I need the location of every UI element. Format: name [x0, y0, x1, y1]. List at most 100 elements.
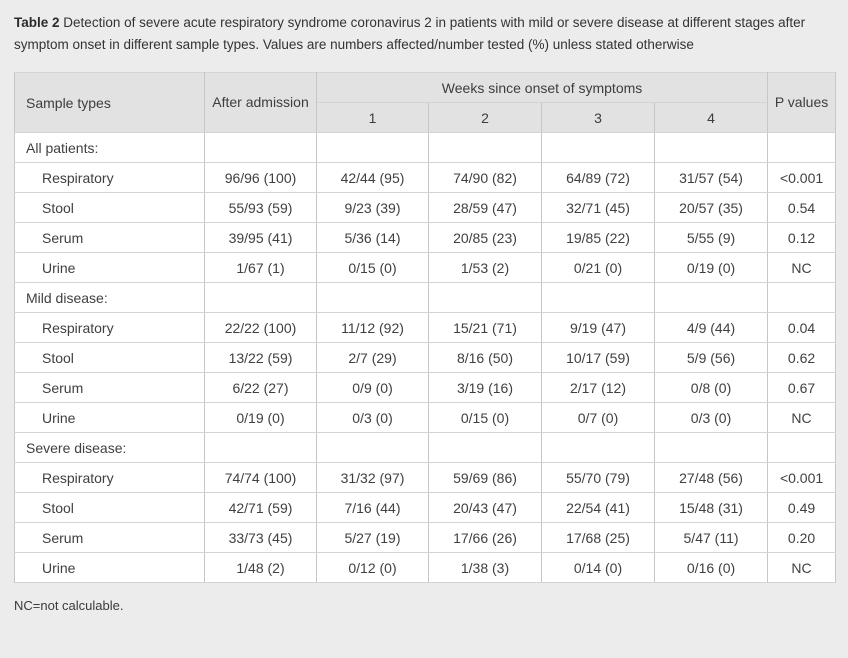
week2-cell: 0/15 (0) — [428, 402, 542, 433]
section-row: Severe disease: — [14, 432, 837, 463]
p-cell: 0.49 — [767, 492, 837, 523]
header-week-3: 3 — [541, 102, 655, 133]
table-row: Stool 42/71 (59) 7/16 (44) 20/43 (47) 22/54 … — [14, 492, 837, 523]
week3-cell: 22/54 (41) — [541, 492, 655, 523]
section-label: Mild disease: — [14, 282, 205, 313]
week3-cell: 0/21 (0) — [541, 252, 655, 283]
table-row: Serum 6/22 (27) 0/9 (0) 3/19 (16) 2/17 (12) 0… — [14, 372, 837, 403]
p-cell: <0.001 — [767, 462, 837, 493]
sample-type-cell: Urine — [14, 402, 205, 433]
empty-cell — [767, 432, 837, 463]
p-cell: 0.67 — [767, 372, 837, 403]
empty-cell — [541, 282, 655, 313]
week3-cell: 19/85 (22) — [541, 222, 655, 253]
week1-cell: 9/23 (39) — [316, 192, 429, 223]
table-row: Urine 1/48 (2) 0/12 (0) 1/38 (3) 0/14 (0) 0/1… — [14, 552, 837, 583]
empty-cell — [428, 282, 542, 313]
week4-cell: 0/3 (0) — [653, 402, 769, 433]
week4-cell: 0/8 (0) — [653, 372, 769, 403]
week2-cell: 59/69 (86) — [428, 462, 542, 493]
after-admission-cell: 74/74 (100) — [204, 462, 317, 493]
week2-cell: 20/43 (47) — [428, 492, 542, 523]
week4-cell: 20/57 (35) — [653, 192, 769, 223]
empty-cell — [653, 132, 769, 163]
week4-cell: 5/47 (11) — [653, 522, 769, 553]
week3-cell: 0/7 (0) — [541, 402, 655, 433]
after-admission-cell: 13/22 (59) — [204, 342, 317, 373]
sample-type-cell: Respiratory — [14, 312, 205, 343]
week2-cell: 1/53 (2) — [428, 252, 542, 283]
sample-type-cell: Urine — [14, 552, 205, 583]
week4-cell: 0/19 (0) — [653, 252, 769, 283]
week1-cell: 0/15 (0) — [316, 252, 429, 283]
empty-cell — [316, 432, 429, 463]
section-row: Mild disease: — [14, 282, 837, 313]
table-row: Respiratory 96/96 (100) 42/44 (95) 74/90 (8… — [14, 162, 837, 193]
after-admission-cell: 39/95 (41) — [204, 222, 317, 253]
empty-cell — [316, 132, 429, 163]
empty-cell — [428, 432, 542, 463]
header-week-2: 2 — [428, 102, 542, 133]
after-admission-cell: 1/48 (2) — [204, 552, 317, 583]
week1-cell: 0/12 (0) — [316, 552, 429, 583]
sample-type-cell: Stool — [14, 492, 205, 523]
week4-cell: 5/55 (9) — [653, 222, 769, 253]
empty-cell — [653, 282, 769, 313]
empty-cell — [204, 282, 317, 313]
week2-cell: 8/16 (50) — [428, 342, 542, 373]
table-row: Serum 39/95 (41) 5/36 (14) 20/85 (23) 19/85 … — [14, 222, 837, 253]
week2-cell: 15/21 (71) — [428, 312, 542, 343]
p-cell: 0.54 — [767, 192, 837, 223]
page: { "caption": { "label": "Table 2", "text… — [0, 12, 848, 658]
after-admission-cell: 0/19 (0) — [204, 402, 317, 433]
footnote: NC=not calculable. — [14, 598, 124, 613]
week1-cell: 5/27 (19) — [316, 522, 429, 553]
week4-cell: 5/9 (56) — [653, 342, 769, 373]
week2-cell: 1/38 (3) — [428, 552, 542, 583]
week3-cell: 32/71 (45) — [541, 192, 655, 223]
header-row-2: 1 2 3 4 — [15, 102, 836, 133]
week2-cell: 74/90 (82) — [428, 162, 542, 193]
after-admission-cell: 42/71 (59) — [204, 492, 317, 523]
p-cell: <0.001 — [767, 162, 837, 193]
after-admission-cell: 33/73 (45) — [204, 522, 317, 553]
p-cell: 0.12 — [767, 222, 837, 253]
week3-cell: 10/17 (59) — [541, 342, 655, 373]
after-admission-cell: 1/67 (1) — [204, 252, 317, 283]
section-label: Severe disease: — [14, 432, 205, 463]
week4-cell: 31/57 (54) — [653, 162, 769, 193]
table-caption-label: Table 2 — [14, 15, 60, 30]
empty-cell — [767, 282, 837, 313]
sample-type-cell: Respiratory — [14, 462, 205, 493]
week2-cell: 28/59 (47) — [428, 192, 542, 223]
sample-type-cell: Serum — [14, 222, 205, 253]
week2-cell: 20/85 (23) — [428, 222, 542, 253]
table-row: Urine 1/67 (1) 0/15 (0) 1/53 (2) 0/21 (0) 0/1… — [14, 252, 837, 283]
week1-cell: 0/3 (0) — [316, 402, 429, 433]
sample-type-cell: Respiratory — [14, 162, 205, 193]
week1-cell: 0/9 (0) — [316, 372, 429, 403]
sample-type-cell: Serum — [14, 372, 205, 403]
table-row: Respiratory 74/74 (100) 31/32 (97) 59/69 (8… — [14, 462, 837, 493]
week4-cell: 15/48 (31) — [653, 492, 769, 523]
week3-cell: 64/89 (72) — [541, 162, 655, 193]
header-week-1: 1 — [316, 102, 429, 133]
header-after-admission: After admission — [204, 72, 317, 133]
p-cell: 0.62 — [767, 342, 837, 373]
p-cell: 0.20 — [767, 522, 837, 553]
table-row: Respiratory 22/22 (100) 11/12 (92) 15/21 (7… — [14, 312, 837, 343]
week2-cell: 3/19 (16) — [428, 372, 542, 403]
week3-cell: 2/17 (12) — [541, 372, 655, 403]
after-admission-cell: 96/96 (100) — [204, 162, 317, 193]
week2-cell: 17/66 (26) — [428, 522, 542, 553]
empty-cell — [653, 432, 769, 463]
week3-cell: 17/68 (25) — [541, 522, 655, 553]
week1-cell: 31/32 (97) — [316, 462, 429, 493]
week3-cell: 9/19 (47) — [541, 312, 655, 343]
empty-cell — [541, 132, 655, 163]
data-table: Sample types After admission Weeks since… — [14, 72, 837, 583]
sample-type-cell: Stool — [14, 342, 205, 373]
after-admission-cell: 6/22 (27) — [204, 372, 317, 403]
empty-cell — [767, 132, 837, 163]
empty-cell — [316, 282, 429, 313]
